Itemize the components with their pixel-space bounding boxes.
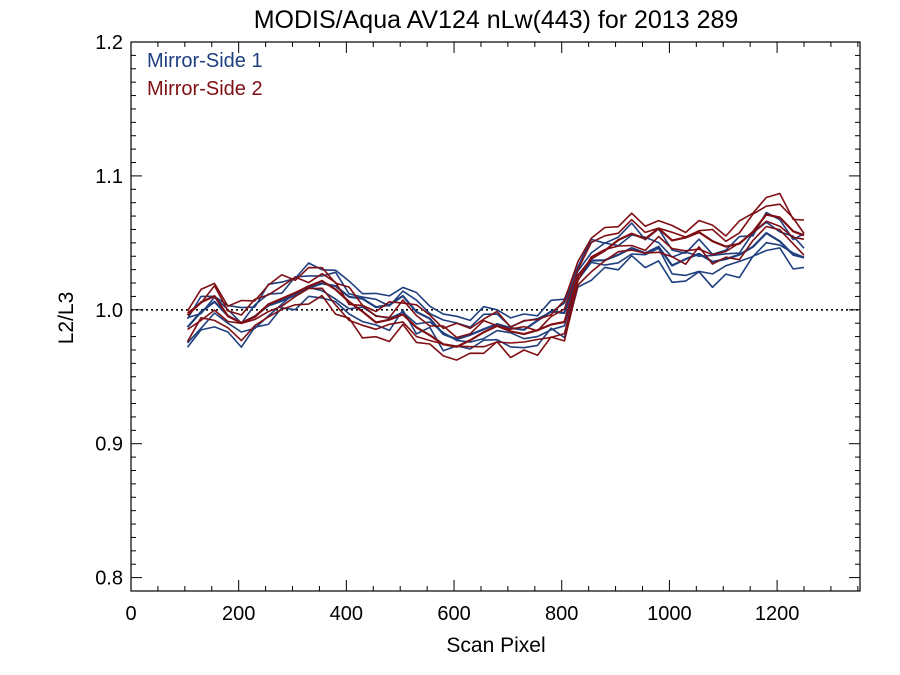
y-tick-labels: 0.8 0.9 1.0 1.1 1.2 bbox=[95, 32, 123, 590]
chart-title: MODIS/Aqua AV124 nLw(443) for 2013 289 bbox=[254, 6, 739, 34]
y-tick-label: 1.2 bbox=[95, 32, 123, 54]
y-tick-label: 0.9 bbox=[95, 434, 123, 456]
x-tick-label: 800 bbox=[545, 603, 578, 625]
x-tick-labels: 0 200 400 600 800 1000 1200 bbox=[125, 603, 799, 625]
x-tick-label: 200 bbox=[222, 603, 255, 625]
series-line-2 bbox=[187, 220, 805, 348]
plot-series bbox=[186, 192, 805, 361]
x-tick-label: 600 bbox=[437, 603, 470, 625]
legend-entry-mirror-side-1: Mirror-Side 1 bbox=[147, 50, 263, 72]
series-line-2 bbox=[186, 192, 805, 330]
series-line-2 bbox=[187, 203, 805, 339]
tick-marks bbox=[130, 41, 860, 591]
y-tick-label: 1.1 bbox=[95, 166, 123, 188]
series-line-1 bbox=[186, 247, 805, 352]
series-line-2 bbox=[186, 213, 805, 348]
series-line-1 bbox=[186, 211, 805, 322]
x-tick-label: 1200 bbox=[755, 603, 800, 625]
legend-entry-mirror-side-2: Mirror-Side 2 bbox=[147, 78, 263, 100]
y-tick-label: 1.0 bbox=[95, 300, 123, 322]
series-line-1 bbox=[187, 221, 805, 329]
y-axis-title: L2/L3 bbox=[55, 292, 78, 345]
x-tick-label: 0 bbox=[125, 603, 136, 625]
x-axis-title: Scan Pixel bbox=[446, 634, 545, 657]
x-tick-label: 400 bbox=[330, 603, 363, 625]
plot-frame bbox=[130, 41, 861, 592]
y-tick-label: 0.8 bbox=[95, 568, 123, 590]
x-tick-label: 1000 bbox=[647, 603, 692, 625]
